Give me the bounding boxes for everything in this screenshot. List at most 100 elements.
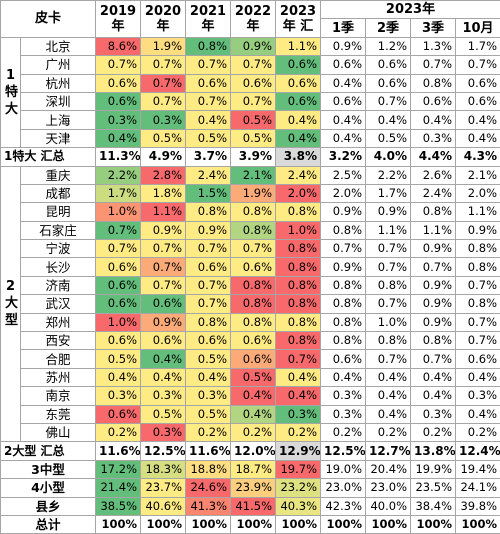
value-cell: 11.6% [186, 442, 231, 460]
value-cell: 0.8% [411, 74, 456, 92]
value-cell: 20.4% [366, 460, 411, 478]
value-cell: 0.8% [231, 313, 276, 331]
value-cell: 0.8% [321, 332, 366, 350]
value-cell: 0.4% [231, 405, 276, 423]
value-cell: 0.7% [456, 313, 500, 331]
value-cell: 0.7% [456, 56, 500, 74]
value-cell: 38.4% [411, 497, 456, 515]
value-cell: 19.4% [456, 460, 500, 478]
value-cell: 100% [276, 515, 321, 533]
value-cell: 0.7% [186, 92, 231, 110]
value-cell: 0.6% [231, 258, 276, 276]
quarter-header: 1季 [321, 19, 366, 37]
value-cell: 0.6% [456, 350, 500, 368]
value-cell: 3.9% [231, 148, 276, 166]
value-cell: 12.4% [456, 442, 500, 460]
value-cell: 0.7% [366, 350, 411, 368]
value-cell: 0.8% [321, 295, 366, 313]
value-cell: 40.6% [141, 497, 186, 515]
value-cell: 0.3% [141, 423, 186, 441]
value-cell: 0.6% [276, 74, 321, 92]
value-cell: 0.4% [231, 387, 276, 405]
value-cell: 0.7% [141, 92, 186, 110]
value-cell: 3.8% [276, 148, 321, 166]
value-cell: 1.7% [456, 37, 500, 55]
value-cell: 12.9% [276, 442, 321, 460]
value-cell: 23.7% [141, 479, 186, 497]
row-label: 重庆 [21, 166, 96, 184]
value-cell: 24.6% [186, 479, 231, 497]
value-cell: 0.3% [321, 387, 366, 405]
value-cell: 0.3% [456, 387, 500, 405]
row-label: 昆明 [21, 203, 96, 221]
value-cell: 0.9% [321, 203, 366, 221]
row-label: 广州 [21, 56, 96, 74]
value-cell: 0.7% [366, 92, 411, 110]
value-cell: 0.8% [276, 313, 321, 331]
value-cell: 23.0% [321, 479, 366, 497]
row-label: 3中型 [1, 460, 96, 478]
value-cell: 4.4% [411, 148, 456, 166]
value-cell: 0.4% [276, 111, 321, 129]
value-cell: 0.8% [231, 295, 276, 313]
value-cell: 0.4% [456, 368, 500, 386]
value-cell: 0.8% [321, 276, 366, 294]
value-cell: 0.4% [276, 368, 321, 386]
value-cell: 1.7% [96, 184, 141, 202]
row-label: 济南 [21, 276, 96, 294]
row-label: 郑州 [21, 313, 96, 331]
value-cell: 0.3% [141, 111, 186, 129]
value-cell: 0.7% [141, 258, 186, 276]
year-header-line: 2021 [189, 4, 227, 19]
value-cell: 0.7% [411, 258, 456, 276]
value-cell: 1.0% [276, 221, 321, 239]
value-cell: 0.8% [231, 276, 276, 294]
value-cell: 1.1% [276, 37, 321, 55]
value-cell: 40.3% [276, 497, 321, 515]
value-cell: 0.4% [366, 111, 411, 129]
value-cell: 0.8% [276, 258, 321, 276]
value-cell: 0.7% [141, 240, 186, 258]
group-label: 2大型 [1, 166, 21, 442]
value-cell: 0.6% [231, 74, 276, 92]
value-cell: 1.7% [366, 184, 411, 202]
value-cell: 18.8% [186, 460, 231, 478]
value-cell: 0.3% [411, 405, 456, 423]
value-cell: 0.5% [141, 129, 186, 147]
value-cell: 12.0% [231, 442, 276, 460]
value-cell: 2.1% [456, 166, 500, 184]
row-label: 深圳 [21, 92, 96, 110]
value-cell: 0.7% [96, 56, 141, 74]
value-cell: 100% [366, 515, 411, 533]
value-cell: 0.8% [456, 258, 500, 276]
value-cell: 0.7% [321, 240, 366, 258]
quarter-header: 3季 [411, 19, 456, 37]
value-cell: 0.9% [411, 313, 456, 331]
value-cell: 0.6% [321, 56, 366, 74]
value-cell: 0.5% [186, 405, 231, 423]
value-cell: 0.2% [411, 423, 456, 441]
value-cell: 11.6% [96, 442, 141, 460]
group-header: 2023年 [321, 1, 500, 19]
row-label: 合肥 [21, 350, 96, 368]
value-cell: 100% [231, 515, 276, 533]
value-cell: 0.6% [96, 332, 141, 350]
value-cell: 18.3% [141, 460, 186, 478]
value-cell: 0.2% [321, 423, 366, 441]
value-cell: 0.7% [231, 240, 276, 258]
